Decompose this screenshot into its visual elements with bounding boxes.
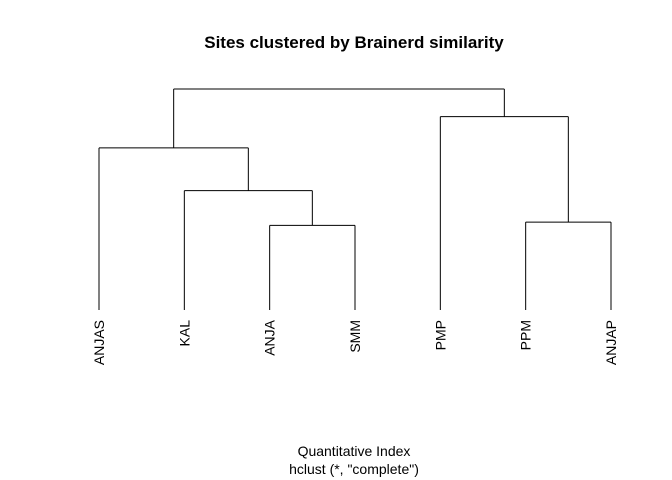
leaf-label-anjas: ANJAS: [91, 320, 107, 365]
leaf-label-anjap: ANJAP: [603, 320, 619, 365]
dendrogram-links: [98, 88, 612, 310]
method-subtitle: hclust (*, "complete"): [289, 461, 419, 477]
leaf-label-smm: SMM: [347, 320, 363, 353]
chart-title: Sites clustered by Brainerd similarity: [204, 33, 504, 52]
leaf-label-pmp: PMP: [432, 320, 448, 350]
leaf-label-kal: KAL: [176, 320, 192, 347]
leaf-label-ppm: PPM: [518, 320, 534, 350]
leaf-labels: ANJAS KAL ANJA SMM PMP PPM ANJAP: [91, 319, 619, 365]
x-axis-label: Quantitative Index: [298, 443, 411, 459]
leaf-label-anja: ANJA: [262, 319, 278, 355]
